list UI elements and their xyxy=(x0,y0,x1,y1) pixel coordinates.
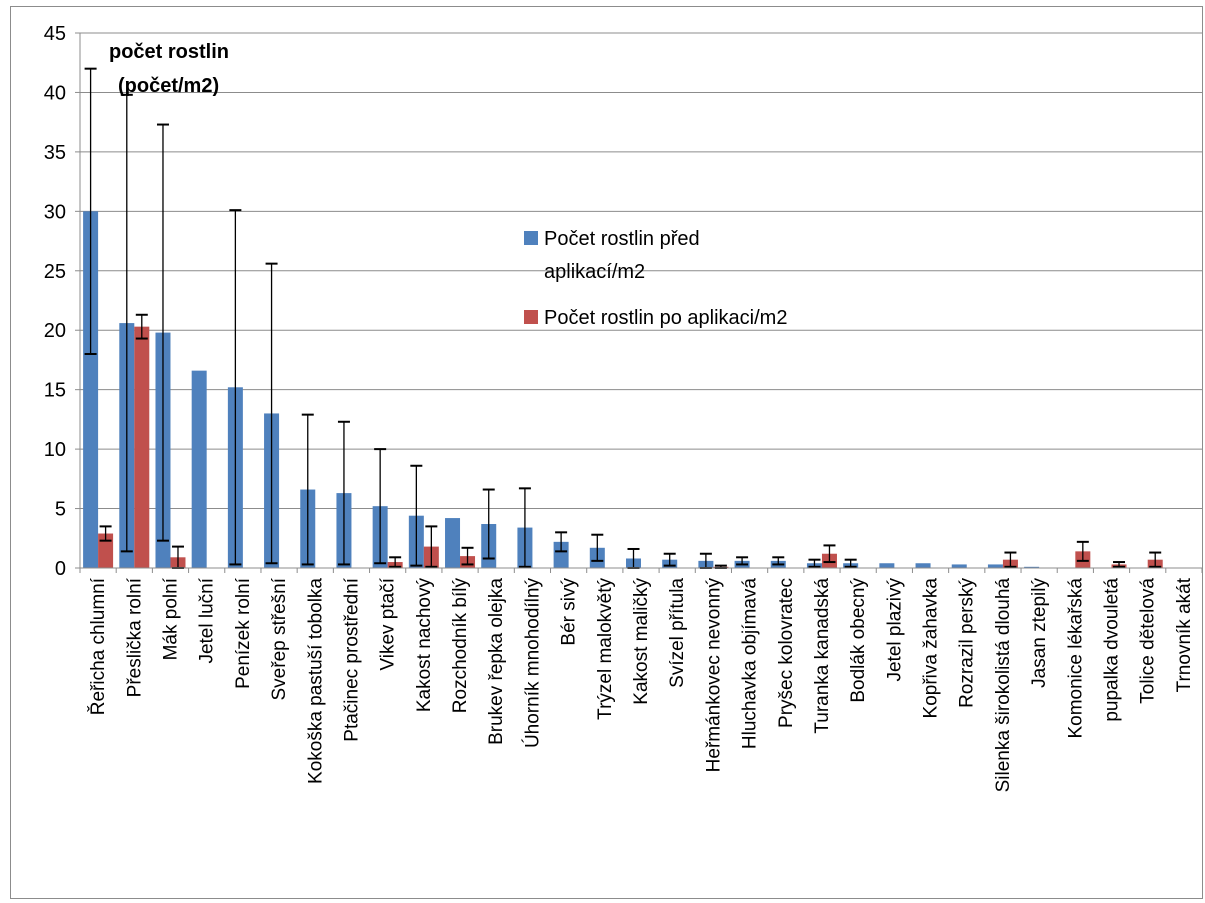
chart-title-line-1: počet rostlin xyxy=(109,41,229,63)
x-category-label: Bodlák obecný xyxy=(848,578,869,703)
y-tick-label: 45 xyxy=(44,23,66,45)
legend-label-before-line-1: Počet rostlin před xyxy=(544,228,700,250)
y-tick-label: 20 xyxy=(44,320,66,342)
chart-title-line-2: (počet/m2) xyxy=(118,75,219,97)
y-tick-label: 35 xyxy=(44,142,66,164)
x-category-label: Rozrazil perský xyxy=(957,578,978,708)
bar-after-application xyxy=(134,326,150,568)
x-category-label: Komonice lékařská xyxy=(1065,578,1086,739)
x-category-label: Úhorník mnohodílný xyxy=(521,578,543,749)
x-category-label: pupalka dvouletá xyxy=(1102,578,1123,722)
y-tick-label: 30 xyxy=(44,201,66,223)
x-category-label: Ptačinec prostřední xyxy=(341,577,362,741)
y-tick-label: 15 xyxy=(44,380,66,402)
x-category-label: Turanka kanadská xyxy=(812,578,833,734)
x-category-label: Přeslička rolní xyxy=(124,577,145,697)
y-tick-label: 5 xyxy=(55,499,66,521)
x-category-label: Kokoška pastuší tobolka xyxy=(305,578,326,784)
x-category-label: Penízek rolní xyxy=(233,577,254,689)
x-category-label: Vikev ptačí xyxy=(378,577,399,670)
bar-before-application xyxy=(445,518,461,568)
x-category-label: Rozchodník bílý xyxy=(450,578,471,714)
legend-swatch-before xyxy=(524,231,538,245)
bar-after-application xyxy=(98,533,114,568)
x-category-label: Kakost nachový xyxy=(414,578,435,713)
bar-before-application xyxy=(191,370,207,568)
y-tick-label: 10 xyxy=(44,439,66,461)
bar-before-application xyxy=(553,541,569,568)
bar-before-application xyxy=(951,564,967,568)
bar-before-application xyxy=(1024,566,1040,568)
x-category-label: Kakost maličký xyxy=(631,578,652,705)
y-tick-label: 0 xyxy=(55,558,66,580)
chart-title: počet rostlin (počet/m2) xyxy=(109,41,229,97)
y-tick-label: 40 xyxy=(44,82,66,104)
chart-frame xyxy=(10,6,1203,899)
x-category-label: Bér sivý xyxy=(559,578,580,646)
legend-label-after: Počet rostlin po aplikaci/m2 xyxy=(544,307,787,329)
x-category-label: Pryšec kolovratec xyxy=(776,578,797,728)
bar-before-application xyxy=(915,563,931,568)
bar-before-application xyxy=(987,564,1003,568)
x-category-label: Svízel přítula xyxy=(667,578,688,688)
x-category-label: Řeřicha chlumní xyxy=(87,577,109,715)
x-category-label: Mák polní xyxy=(160,577,181,660)
x-category-label: Brukev řepka olejka xyxy=(486,578,507,745)
y-tick-label: 25 xyxy=(44,261,66,283)
x-category-label: Silenka širokolistá dlouhá xyxy=(993,578,1014,793)
x-category-label: Trýzel malokvětý xyxy=(595,578,616,720)
x-category-label: Hluchavka objímavá xyxy=(740,578,761,750)
x-category-label: Heřmánkovec nevonný xyxy=(703,578,724,773)
legend-swatch-after xyxy=(524,310,538,324)
x-category-label: Tolice dětelová xyxy=(1138,578,1159,704)
bar-before-application xyxy=(879,563,895,568)
x-category-label: Kopřiva žahavka xyxy=(921,578,942,719)
x-category-label: Jetel luční xyxy=(197,577,218,663)
legend-label-before-line-2: aplikací/m2 xyxy=(544,261,645,283)
legend: Počet rostlin před aplikací/m2 Počet ros… xyxy=(524,228,787,329)
bar-before-application xyxy=(83,211,99,569)
error-bars xyxy=(84,67,1162,569)
x-category-label: Sveřep střešní xyxy=(269,577,290,700)
x-category-label: Trnovník akát xyxy=(1174,577,1195,692)
x-category-label: Jetel plazivý xyxy=(884,578,905,682)
axes: 0 5 10 15 20 25 30 35 40 45 Řeřicha chlumní Přeslič… xyxy=(44,23,1203,793)
x-category-label: Jasan ztepilý xyxy=(1029,578,1050,688)
